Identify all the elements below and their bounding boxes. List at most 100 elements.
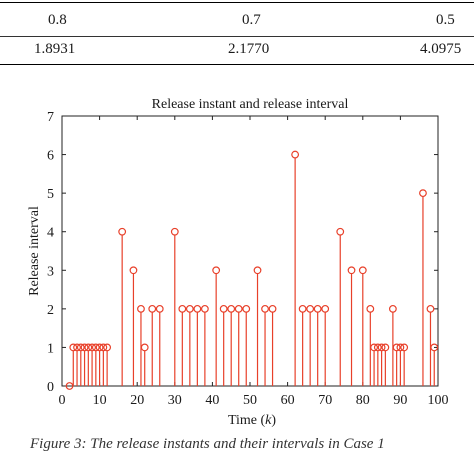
stem-marker [80, 343, 89, 352]
stem-marker [91, 343, 100, 352]
stem-marker [185, 304, 194, 313]
stem-point [321, 304, 330, 386]
stem-point [268, 304, 277, 386]
stem-point [377, 343, 386, 386]
x-tick-label: 60 [281, 393, 295, 408]
stem-marker [88, 343, 96, 352]
x-tick-label: 80 [356, 393, 370, 408]
x-axis-label: Time (k) [228, 413, 276, 428]
stem-point [313, 304, 322, 386]
table-cell-r1c2: 0.7 [242, 12, 261, 28]
stem-marker [268, 304, 277, 313]
stem-point [242, 304, 251, 386]
stem-marker [366, 304, 375, 313]
stem-point [178, 304, 187, 386]
stem-point [200, 304, 209, 386]
figure-caption: Figure 3: The release instants and their… [30, 436, 385, 452]
x-tick-label: 100 [428, 393, 449, 408]
stem-point [76, 343, 85, 386]
stem-marker [291, 150, 300, 159]
y-tick-label: 0 [47, 380, 54, 395]
chart-title: Release instant and release interval [152, 97, 349, 112]
stem-marker [193, 304, 202, 313]
stem-point [155, 304, 164, 386]
stem-point [91, 343, 100, 386]
table-cell-r1c1: 0.8 [48, 12, 67, 28]
stem-point [193, 304, 202, 386]
stem-point [212, 266, 221, 386]
stem-point [396, 343, 405, 386]
table-cell-r1c3: 0.5 [436, 12, 455, 28]
stem-marker [103, 343, 112, 352]
stem-point [234, 304, 243, 386]
y-tick-label: 4 [47, 226, 54, 241]
stem-marker [370, 343, 378, 352]
stem-marker [306, 304, 315, 313]
stem-marker [377, 343, 386, 352]
stem-marker [84, 343, 93, 352]
stems [65, 150, 439, 390]
stem-point [185, 304, 194, 386]
stem-marker [313, 304, 322, 313]
stem-point [419, 189, 427, 386]
stem-point [370, 343, 378, 386]
stem-marker [227, 304, 236, 313]
stem-marker [253, 266, 262, 275]
stem-point [430, 343, 439, 386]
stem-point [400, 343, 409, 386]
stem-point [118, 227, 127, 386]
stem-point [381, 343, 390, 386]
stem-point [69, 343, 78, 386]
stem-point [137, 304, 145, 386]
stem-marker [419, 189, 427, 198]
stem-marker [73, 343, 81, 352]
stem-point [227, 304, 236, 386]
stem-point [306, 304, 315, 386]
x-tick-label: 30 [168, 393, 182, 408]
stem-marker [358, 266, 367, 275]
stem-point [148, 304, 157, 386]
stem-point [261, 304, 269, 386]
stem-point [170, 227, 179, 386]
stem-marker [336, 227, 345, 236]
stem-marker [129, 266, 138, 275]
stem-point [129, 266, 138, 386]
stem-marker [321, 304, 330, 313]
y-tick-label: 3 [47, 264, 54, 279]
plot-frame [61, 115, 439, 387]
stem-marker [148, 304, 157, 313]
stem-marker [234, 304, 243, 313]
stem-marker [261, 304, 269, 313]
y-tick-label: 2 [47, 303, 54, 318]
stem-point [336, 227, 345, 386]
x-tick-label: 0 [59, 393, 66, 408]
stem-marker [396, 343, 405, 352]
stem-marker [170, 227, 179, 236]
results-table: 0.8 0.7 0.5 1.8931 2.1770 4.0975 [0, 0, 474, 66]
stem-point [298, 304, 307, 386]
stem-marker [140, 343, 149, 352]
stem-point [291, 150, 300, 386]
stem-marker [178, 304, 187, 313]
stem-point [253, 266, 262, 386]
stem-point [103, 343, 112, 386]
x-tick-label: 50 [243, 393, 257, 408]
stem-marker [373, 343, 382, 352]
stem-marker [99, 343, 108, 352]
y-axis-label: Release interval [27, 206, 42, 296]
stem-chart: Release instant and release interval Rel… [27, 97, 449, 428]
stem-marker [155, 304, 164, 313]
stem-marker [118, 227, 127, 236]
stem-marker [392, 343, 401, 352]
stem-marker [69, 343, 78, 352]
stem-point [219, 304, 228, 386]
stem-marker [347, 266, 356, 275]
stem-point [426, 304, 435, 386]
stem-point [88, 343, 96, 386]
x-tick-label: 20 [130, 393, 144, 408]
stem-marker [242, 304, 251, 313]
stem-marker [95, 343, 104, 352]
stem-point [84, 343, 93, 386]
x-tick-label: 90 [393, 393, 407, 408]
stem-point [347, 266, 356, 386]
